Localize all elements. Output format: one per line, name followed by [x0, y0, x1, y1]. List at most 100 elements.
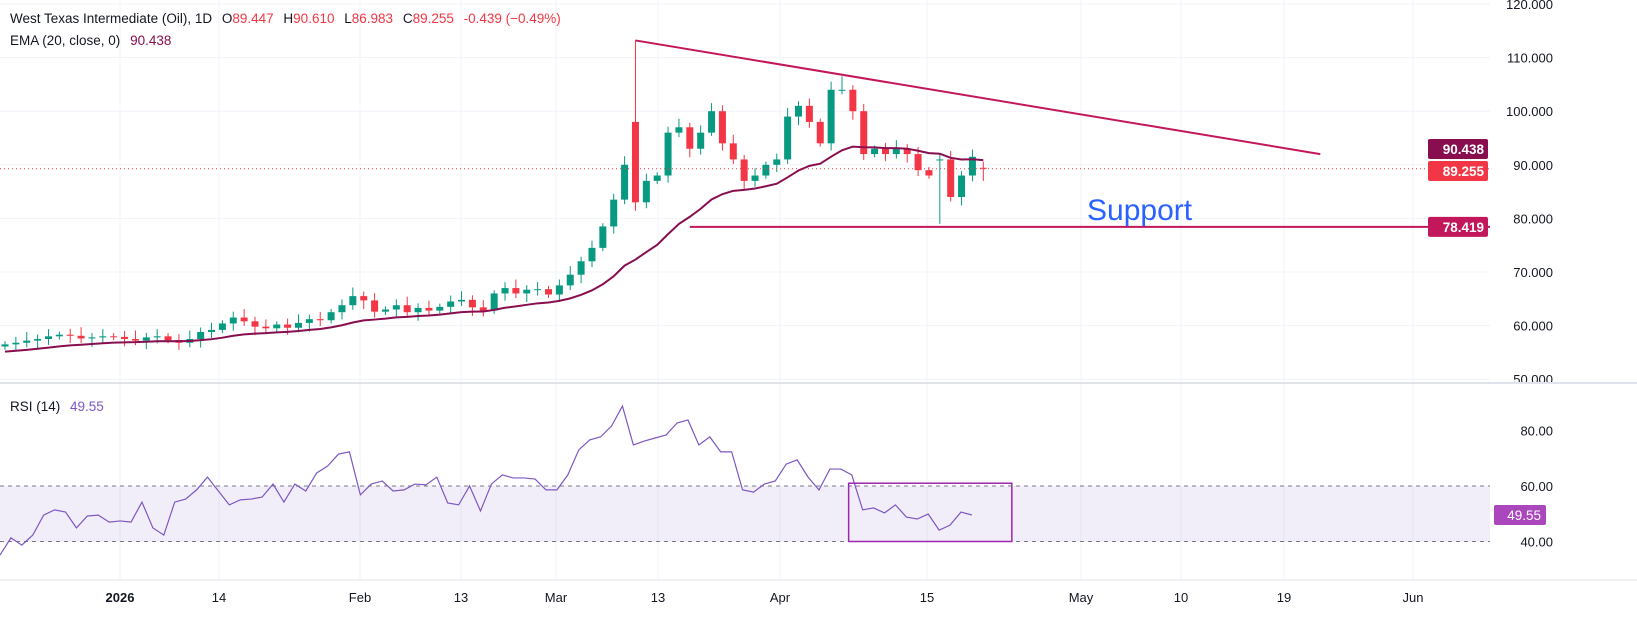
x-tick-label: 15	[920, 590, 934, 605]
resistance-trendline	[635, 39, 1321, 156]
candle-body	[392, 305, 400, 310]
ema-label: EMA (20, close, 0)	[10, 33, 121, 48]
candle-body	[816, 121, 824, 144]
candle-body	[99, 336, 107, 338]
candle-body	[534, 289, 542, 291]
price-tick-label: 50.000	[1513, 372, 1553, 387]
candle-body	[381, 309, 389, 312]
rsi-tick-label: 80.00	[1520, 424, 1553, 439]
x-tick-label: Mar	[545, 590, 568, 605]
candle-body	[251, 321, 259, 327]
candle-body	[371, 300, 379, 312]
price-tick-label: 100.000	[1506, 104, 1553, 119]
candle-body	[762, 164, 770, 176]
candle-body	[153, 336, 161, 338]
candle-body	[66, 334, 74, 336]
candle-body	[240, 317, 248, 322]
candle-body	[23, 340, 31, 343]
candle-body	[523, 289, 531, 294]
candle-body	[273, 324, 281, 329]
candle-body	[77, 335, 85, 339]
candle-body	[55, 334, 63, 337]
candle-body	[729, 143, 737, 160]
last-price-label-bg	[1428, 161, 1488, 181]
candle-body	[773, 159, 781, 165]
rsi-line	[0, 404, 973, 556]
symbol-title: West Texas Intermediate (Oil), 1D	[10, 11, 213, 26]
candle-body	[316, 319, 324, 321]
candle-body	[34, 339, 42, 341]
candle-body	[827, 89, 835, 144]
price-tick-label: 60.000	[1513, 319, 1553, 334]
candle-body	[675, 127, 683, 133]
candle-body	[468, 299, 476, 308]
close-label: C	[402, 11, 413, 26]
candle-body	[740, 159, 748, 181]
x-tick-label: Apr	[770, 590, 791, 605]
candle-body	[490, 293, 498, 311]
candle-body	[360, 296, 368, 301]
ema-legend[interactable]: EMA (20, close, 0) 90.438	[10, 33, 171, 48]
candle-body	[914, 154, 922, 171]
last-price-label: 89.255	[1443, 164, 1485, 179]
price-tick-label: 120.000	[1506, 0, 1553, 12]
candle-body	[653, 175, 661, 181]
candle-body	[164, 336, 172, 341]
candle-body	[642, 180, 650, 203]
rsi-tick-label: 60.00	[1520, 479, 1553, 494]
candle-body	[121, 336, 129, 339]
support-price-label-bg	[1428, 216, 1488, 237]
candle-body	[577, 261, 585, 275]
candle-body	[718, 111, 726, 144]
candle-body	[414, 307, 422, 313]
candle-body	[1, 344, 9, 347]
candle-body	[697, 132, 705, 149]
change-value: -0.439 (−0.49%)	[463, 11, 561, 26]
candle-body	[925, 170, 933, 176]
candle-body	[479, 307, 487, 311]
candle-body	[795, 105, 803, 117]
candle-body	[425, 307, 433, 311]
candle-body	[621, 164, 629, 200]
candle-body	[229, 317, 237, 324]
rsi-legend[interactable]: RSI (14) 49.55	[10, 399, 104, 414]
candle-body	[751, 175, 759, 181]
candle-body	[566, 274, 574, 286]
candle-body	[664, 132, 672, 176]
candle-body	[403, 305, 411, 313]
candle-body	[305, 319, 313, 323]
x-tick-label: Jun	[1403, 590, 1424, 605]
close-value: 89.255	[412, 11, 454, 26]
x-tick-label: Feb	[349, 590, 371, 605]
x-tick-label: 2026	[106, 590, 135, 605]
symbol-legend: West Texas Intermediate (Oil), 1D O89.44…	[10, 11, 561, 26]
candle-body	[849, 89, 857, 112]
candle-body	[936, 159, 944, 161]
candle-body	[631, 121, 639, 203]
candle-body	[218, 323, 226, 330]
support-price-label: 78.419	[1443, 220, 1484, 235]
candle-body	[599, 226, 607, 248]
candle-body	[458, 299, 466, 302]
ema-value: 90.438	[130, 33, 172, 48]
low-value: 86.983	[351, 11, 394, 26]
rsi-value-label: 49.55	[1507, 508, 1541, 523]
candle-body	[338, 305, 346, 313]
candle-body	[436, 306, 444, 311]
candle-body	[958, 175, 966, 197]
candle-body	[208, 329, 216, 333]
rsi-label: RSI (14)	[10, 399, 61, 414]
open-value: 89.447	[232, 11, 274, 26]
candle-body	[142, 337, 150, 341]
candle-body	[979, 167, 987, 169]
rsi-value: 49.55	[70, 399, 104, 414]
candle-body	[892, 148, 900, 155]
candle-body	[12, 342, 20, 345]
candle-body	[545, 289, 552, 295]
candle-body	[327, 312, 335, 321]
support-annotation: Support	[1087, 194, 1193, 227]
candle-body	[197, 332, 205, 339]
high-label: H	[283, 11, 294, 26]
